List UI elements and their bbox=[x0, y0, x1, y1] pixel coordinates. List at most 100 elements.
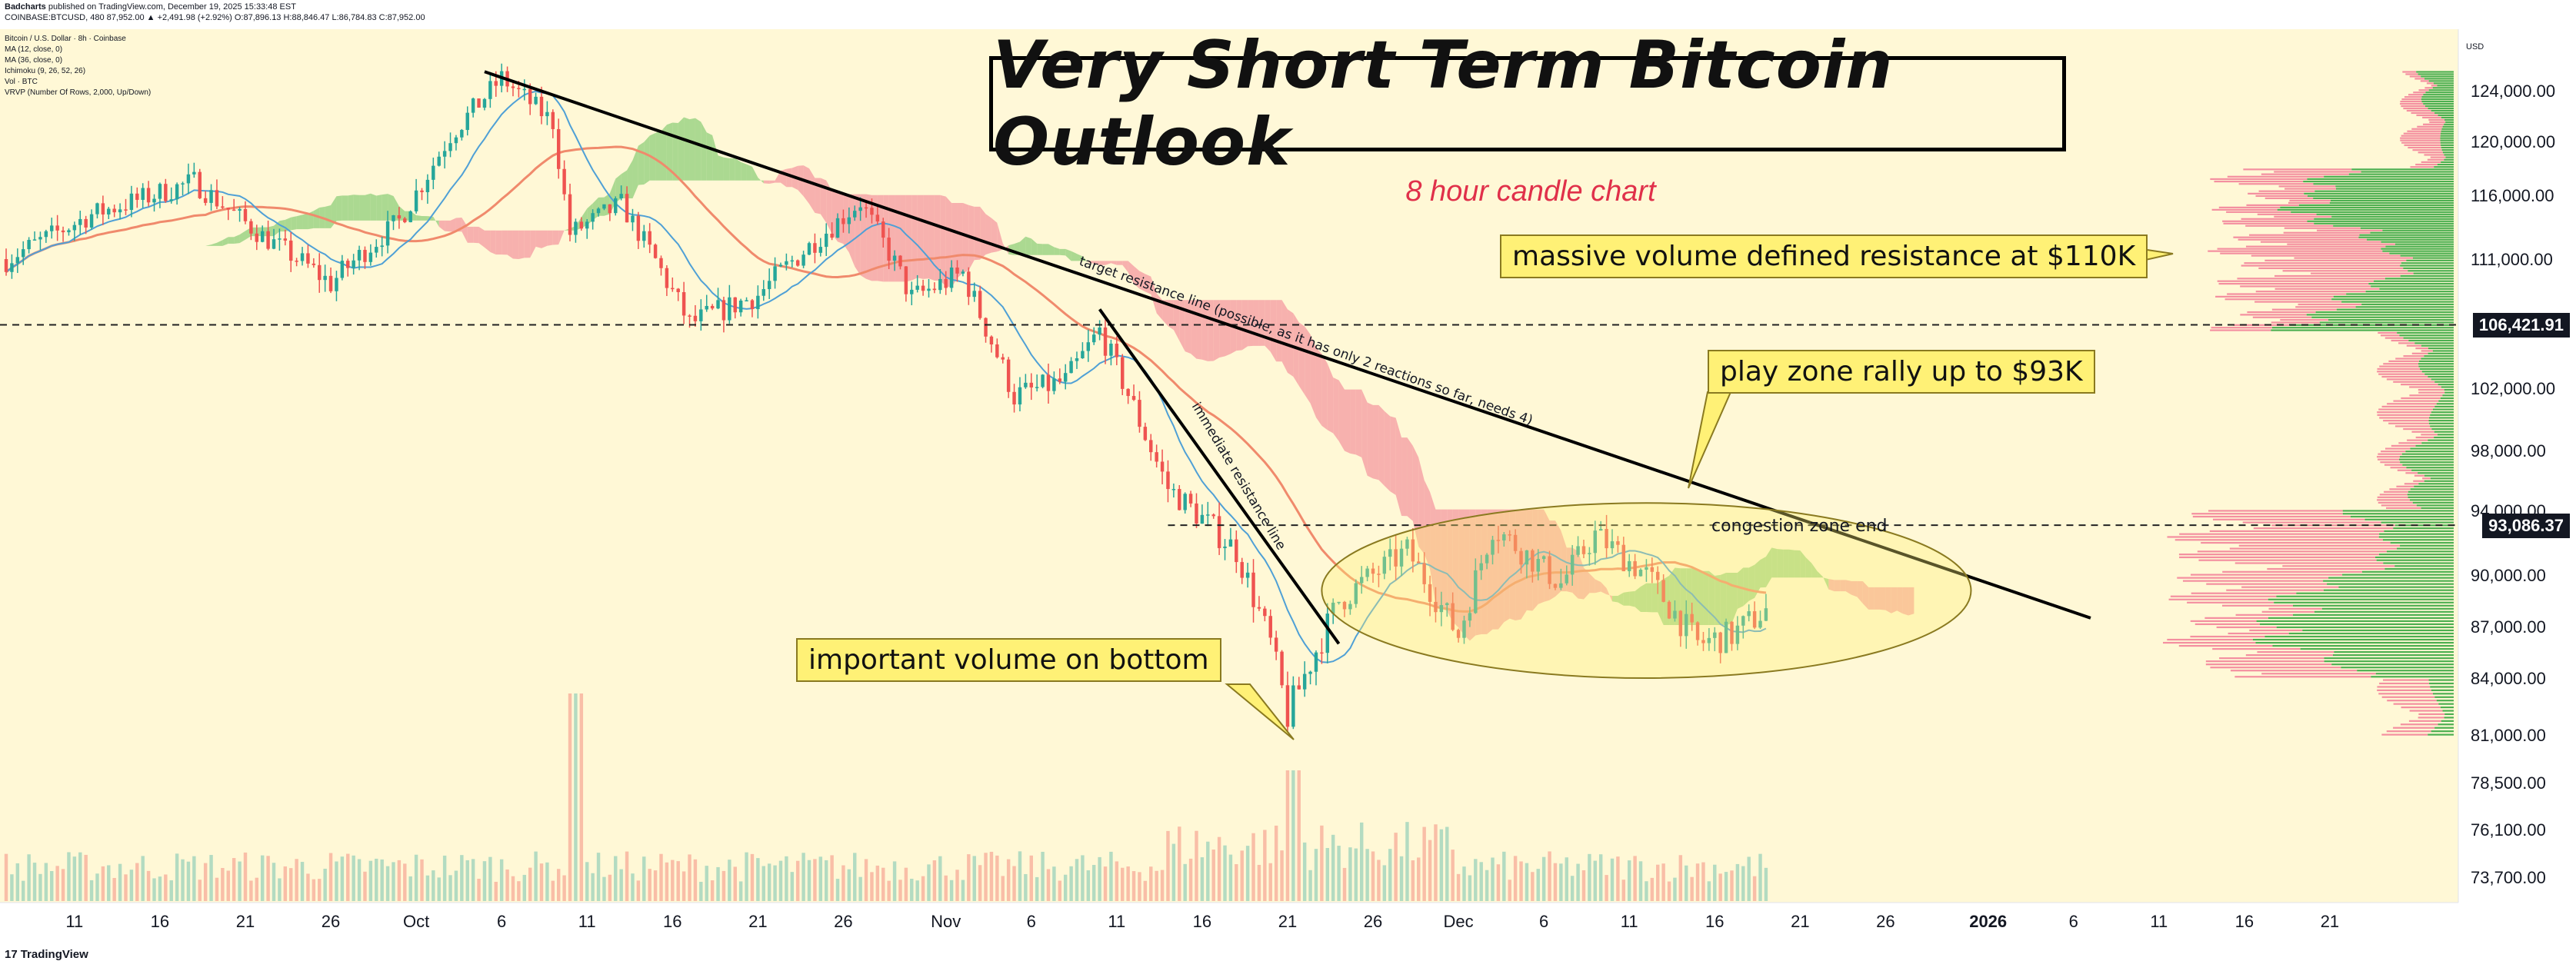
callout-important-volume[interactable]: important volume on bottom bbox=[796, 638, 1221, 682]
volume-bar bbox=[932, 860, 937, 901]
vp-row-up bbox=[2314, 222, 2454, 224]
cloud-segment bbox=[729, 158, 735, 181]
cloud-segment bbox=[1435, 509, 1441, 608]
quote-line: COINBASE:BTCUSD, 480 87,952.00 ▲ +2,491.… bbox=[5, 13, 425, 22]
volume-bar bbox=[392, 862, 395, 901]
volume-bar bbox=[778, 860, 783, 901]
volume-bar bbox=[363, 871, 367, 901]
volume-bar bbox=[55, 866, 59, 901]
candle-body bbox=[1650, 567, 1655, 572]
vp-row-up bbox=[2384, 530, 2454, 532]
volume-bar bbox=[300, 862, 305, 901]
vp-row-up bbox=[2437, 85, 2454, 87]
vp-row-down bbox=[2234, 676, 2371, 678]
cloud-segment bbox=[1595, 579, 1601, 594]
x-tick-label: Nov bbox=[931, 912, 961, 931]
vp-row-down bbox=[2257, 651, 2334, 653]
candle-body bbox=[631, 215, 635, 223]
volume-bar bbox=[1593, 860, 1598, 901]
candle-body bbox=[1166, 471, 1170, 490]
cloud-segment bbox=[1162, 300, 1168, 327]
vp-row-up bbox=[2307, 195, 2454, 198]
legend-item[interactable]: Bitcoin / U.S. Dollar · 8h · Coinbase bbox=[5, 35, 126, 43]
volume-bar bbox=[255, 877, 259, 901]
legend-item[interactable]: MA (36, close, 0) bbox=[5, 56, 63, 65]
vp-row-down bbox=[2384, 464, 2403, 466]
candle-body bbox=[397, 214, 402, 219]
cloud-segment bbox=[336, 195, 342, 221]
vp-row-up bbox=[2424, 78, 2454, 80]
callout-resistance-110k[interactable]: massive volume defined resistance at $11… bbox=[1500, 234, 2148, 278]
vp-row-down bbox=[2211, 327, 2272, 329]
publisher-name[interactable]: Badcharts bbox=[5, 2, 46, 12]
cloud-segment bbox=[234, 234, 240, 244]
tradingview-logo[interactable]: 17 TradingView bbox=[5, 948, 88, 961]
volume-bar bbox=[1280, 850, 1284, 901]
volume-bar bbox=[1337, 846, 1341, 901]
vp-row-down bbox=[2386, 730, 2431, 733]
candle-body bbox=[1456, 630, 1461, 638]
vp-row-down bbox=[2431, 85, 2438, 87]
volume-bar bbox=[921, 876, 925, 901]
vp-row-down bbox=[2222, 220, 2308, 222]
volume-bar bbox=[15, 863, 20, 901]
vp-row-up bbox=[2411, 469, 2454, 471]
vp-row-down bbox=[2179, 556, 2376, 559]
volume-bar bbox=[448, 875, 452, 901]
chart-background bbox=[0, 29, 2458, 903]
x-tick-label: 6 bbox=[2069, 912, 2078, 931]
vp-row-up bbox=[2428, 420, 2454, 422]
candle-body bbox=[733, 297, 737, 313]
candle-body bbox=[1377, 574, 1381, 575]
vp-row-up bbox=[2256, 620, 2454, 622]
candle-body bbox=[1211, 514, 1215, 517]
callout-play-zone[interactable]: play zone rally up to $93K bbox=[1708, 350, 2095, 394]
vp-row-up bbox=[2434, 166, 2454, 168]
indicator-legend[interactable]: Bitcoin / U.S. Dollar · 8h · Coinbase MA … bbox=[5, 34, 425, 98]
volume-bar bbox=[944, 875, 948, 901]
candle-body bbox=[676, 288, 680, 292]
candle-body bbox=[596, 208, 601, 214]
legend-item[interactable]: Vol · BTC bbox=[5, 78, 38, 86]
cloud-segment bbox=[1430, 491, 1436, 605]
cloud-segment bbox=[1418, 457, 1425, 554]
volume-bar bbox=[408, 876, 412, 901]
volume-bar bbox=[442, 855, 447, 901]
volume-bar bbox=[591, 873, 595, 901]
vp-row-up bbox=[2291, 211, 2454, 213]
cloud-segment bbox=[302, 213, 308, 230]
legend-item[interactable]: VRVP (Number Of Rows, 2,000, Up/Down) bbox=[5, 88, 152, 97]
volume-bar bbox=[1178, 826, 1181, 901]
candle-body bbox=[1695, 622, 1700, 640]
candle-body bbox=[1525, 550, 1529, 565]
cloud-segment bbox=[735, 158, 741, 181]
volume-bar bbox=[249, 880, 253, 901]
volume-bar bbox=[312, 879, 316, 901]
volume-bar bbox=[67, 852, 71, 901]
volume-bar bbox=[767, 863, 771, 901]
volume-bar bbox=[1474, 859, 1478, 901]
volume-bar bbox=[1695, 863, 1700, 901]
vp-row-up bbox=[2431, 730, 2454, 733]
vp-row-up bbox=[2397, 547, 2454, 550]
vp-row-up bbox=[2421, 98, 2454, 101]
volume-bar bbox=[146, 870, 151, 901]
cloud-segment bbox=[1059, 248, 1066, 256]
legend-item[interactable]: MA (12, close, 0) bbox=[5, 45, 63, 54]
vp-row-up bbox=[2315, 311, 2454, 314]
candle-body bbox=[892, 255, 897, 261]
candle-body bbox=[961, 271, 965, 274]
volume-bar bbox=[1388, 849, 1392, 901]
vp-row-up bbox=[2441, 146, 2454, 149]
vp-row-down bbox=[2220, 252, 2390, 254]
vp-row-up bbox=[2355, 306, 2454, 308]
volume-bar bbox=[1098, 856, 1101, 901]
legend-item[interactable]: Ichimoku (9, 26, 52, 26) bbox=[5, 67, 86, 75]
volume-bar bbox=[318, 879, 322, 901]
x-tick-label: 21 bbox=[1278, 912, 1297, 931]
cloud-segment bbox=[1641, 583, 1647, 613]
vp-row-down bbox=[2406, 344, 2421, 347]
trend-lines[interactable] bbox=[0, 70, 2458, 740]
volume-bar bbox=[596, 853, 601, 901]
